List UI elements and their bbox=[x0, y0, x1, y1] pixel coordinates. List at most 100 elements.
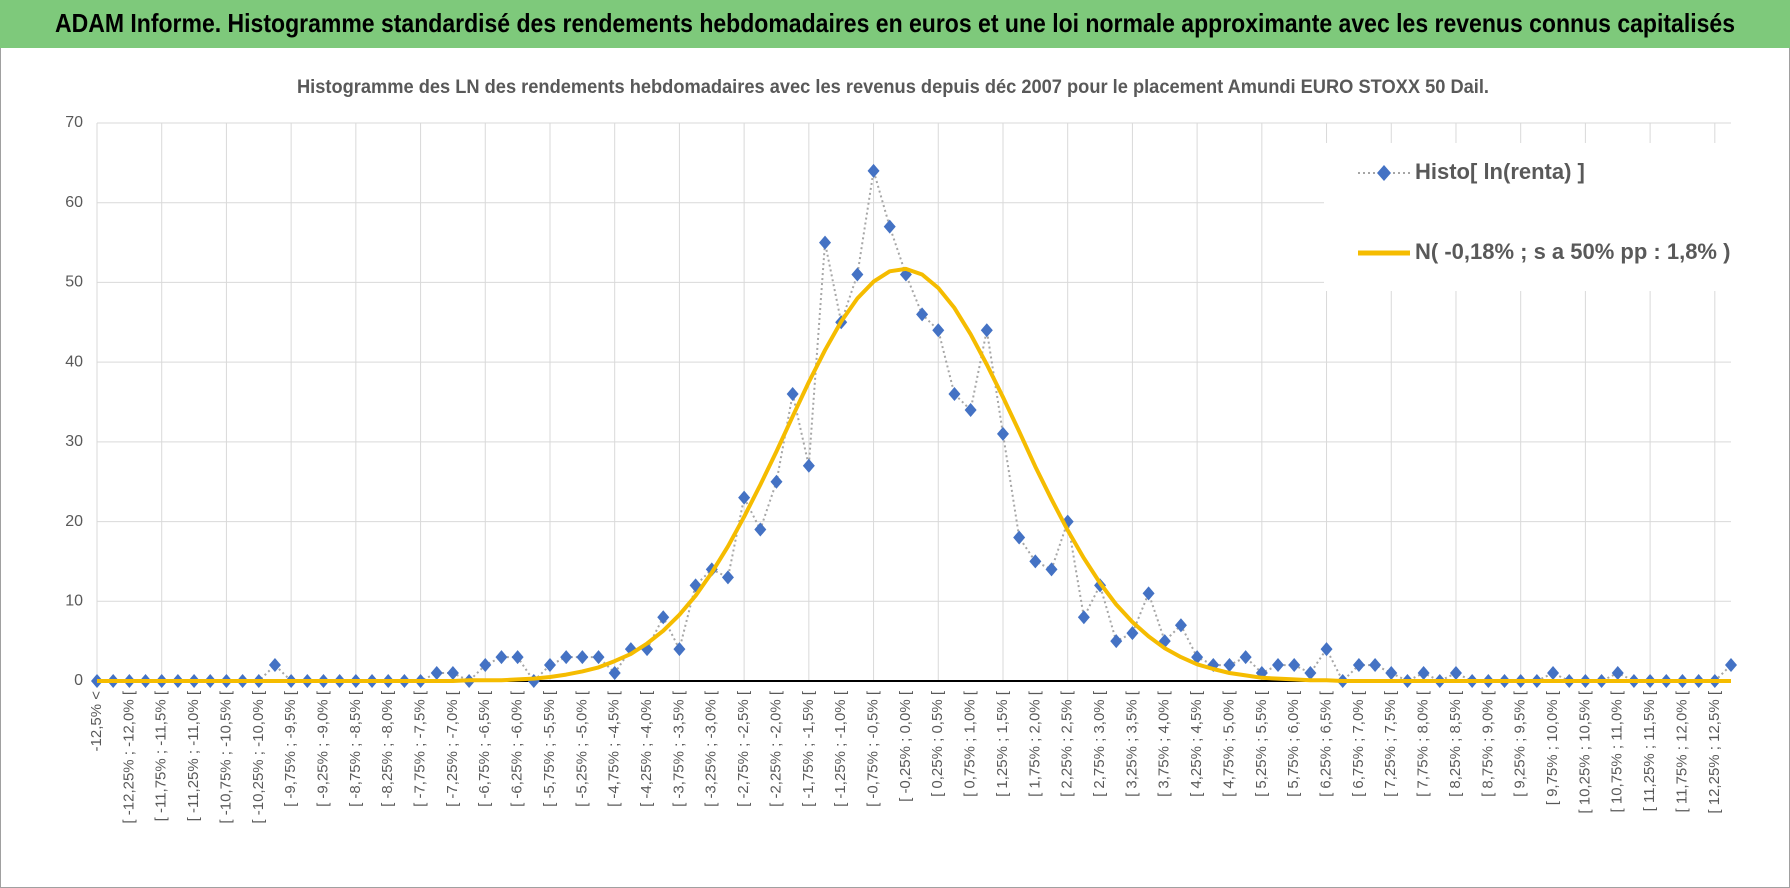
header-band bbox=[0, 0, 1790, 48]
legend-swatch bbox=[1377, 165, 1391, 181]
legend-box bbox=[1324, 143, 1736, 291]
x-tick-label: [ -1,25% ; -1,0% [ bbox=[832, 690, 849, 807]
data-point bbox=[543, 658, 556, 673]
data-point bbox=[770, 474, 783, 489]
x-tick-label: [ -8,75% ; -8,5% [ bbox=[347, 690, 364, 807]
x-tick-label: [ -3,75% ; -3,5% [ bbox=[670, 690, 687, 807]
y-tick-label: 60 bbox=[65, 194, 83, 211]
data-point bbox=[819, 235, 832, 250]
x-tick-label: [ -11,25% ; -11,0% [ bbox=[185, 690, 202, 821]
data-point bbox=[1126, 626, 1139, 641]
data-point bbox=[802, 458, 815, 473]
x-tick-label: [ -1,75% ; -1,5% [ bbox=[800, 690, 817, 807]
data-point bbox=[673, 642, 686, 657]
y-tick-label: 70 bbox=[65, 114, 83, 131]
y-tick-label: 50 bbox=[65, 274, 83, 291]
data-point bbox=[1174, 618, 1187, 633]
y-tick-label: 0 bbox=[74, 672, 83, 689]
x-tick-label: [ -9,75% ; -9,5% [ bbox=[282, 690, 299, 807]
data-point bbox=[1725, 658, 1737, 673]
data-point bbox=[1045, 562, 1058, 577]
x-tick-label: [ -9,25% ; -9,0% [ bbox=[314, 690, 331, 807]
x-tick-label: [ 8,75% ; 9,0% [ bbox=[1479, 690, 1496, 797]
chart-subtitle: Histogramme des LN des rendements hebdom… bbox=[297, 77, 1489, 98]
y-tick-label: 30 bbox=[65, 433, 83, 450]
data-point bbox=[1385, 666, 1398, 681]
x-tick-label: [ 4,75% ; 5,0% [ bbox=[1220, 690, 1237, 797]
data-point bbox=[1013, 530, 1026, 545]
legend-label: N( -0,18% ; s a 50% pp : 1,8% ) bbox=[1415, 239, 1730, 264]
x-tick-label: [ -7,75% ; -7,5% [ bbox=[412, 690, 429, 807]
x-tick-label: [ -0,25% ; 0,0% [ bbox=[897, 690, 914, 802]
x-tick-label: [ 7,25% ; 7,5% [ bbox=[1382, 690, 1399, 797]
data-point bbox=[932, 323, 945, 338]
x-tick-label: [ -2,25% ; -2,0% [ bbox=[767, 690, 784, 807]
x-tick-label: [ -10,75% ; -10,5% [ bbox=[217, 690, 234, 823]
data-point bbox=[980, 323, 993, 338]
data-point bbox=[1077, 610, 1090, 625]
x-tick-label: -12,5% < bbox=[88, 691, 105, 752]
data-point bbox=[608, 666, 621, 681]
data-point bbox=[1611, 666, 1624, 681]
data-point bbox=[576, 650, 589, 665]
x-tick-label: [ 6,75% ; 7,0% [ bbox=[1350, 690, 1367, 797]
data-point bbox=[964, 402, 977, 417]
data-point bbox=[1223, 658, 1236, 673]
y-tick-label: 10 bbox=[65, 593, 83, 610]
x-tick-label: [ -0,75% ; -0,5% [ bbox=[865, 690, 882, 807]
data-point bbox=[786, 387, 799, 402]
y-tick-label: 20 bbox=[65, 513, 83, 530]
data-point bbox=[479, 658, 492, 673]
data-point bbox=[948, 387, 961, 402]
data-point bbox=[1417, 666, 1430, 681]
legend-label: Histo[ ln(renta) ] bbox=[1415, 159, 1585, 184]
header-title: ADAM Informe. Histogramme standardisé de… bbox=[55, 8, 1735, 38]
data-point bbox=[592, 650, 605, 665]
x-tick-label: [ 4,25% ; 4,5% [ bbox=[1188, 690, 1205, 797]
x-tick-label: [ -6,75% ; -6,5% [ bbox=[476, 690, 493, 807]
x-tick-label: [ -5,25% ; -5,0% [ bbox=[573, 690, 590, 807]
x-tick-label: [ -10,25% ; -10,0% [ bbox=[250, 690, 267, 823]
data-point bbox=[721, 570, 734, 585]
data-point bbox=[560, 650, 573, 665]
data-point bbox=[754, 522, 767, 537]
x-tick-label: [ -12,25% ; -12,0% [ bbox=[120, 690, 137, 823]
x-tick-label: [ 12,25% ; 12,5% [ bbox=[1706, 690, 1723, 813]
x-tick-label: [ -8,25% ; -8,0% [ bbox=[379, 690, 396, 807]
data-point bbox=[1029, 554, 1042, 569]
x-tick-label: [ 10,25% ; 10,5% [ bbox=[1576, 690, 1593, 813]
x-tick-label: [ -5,75% ; -5,5% [ bbox=[541, 690, 558, 807]
data-point bbox=[1352, 658, 1365, 673]
data-point bbox=[1110, 634, 1123, 649]
x-tick-label: [ 0,75% ; 1,0% [ bbox=[962, 690, 979, 797]
data-point bbox=[1288, 658, 1301, 673]
x-tick-label: [ 7,75% ; 8,0% [ bbox=[1415, 690, 1432, 797]
x-tick-label: [ -4,25% ; -4,0% [ bbox=[638, 690, 655, 807]
data-point bbox=[657, 610, 670, 625]
x-tick-label: [ -6,25% ; -6,0% [ bbox=[509, 690, 526, 807]
x-tick-label: [ -2,75% ; -2,5% [ bbox=[735, 690, 752, 807]
y-tick-label: 40 bbox=[65, 353, 83, 370]
data-point bbox=[511, 650, 524, 665]
x-tick-label: [ 9,25% ; 9,5% [ bbox=[1512, 690, 1529, 797]
x-tick-label: [ 1,25% ; 1,5% [ bbox=[994, 690, 1011, 797]
data-point bbox=[1320, 642, 1333, 657]
x-tick-label: [ -7,25% ; -7,0% [ bbox=[444, 690, 461, 807]
data-point bbox=[883, 219, 896, 234]
data-point bbox=[1142, 586, 1155, 601]
data-point bbox=[1191, 650, 1204, 665]
data-point bbox=[1272, 658, 1285, 673]
x-tick-label: [ 6,25% ; 6,5% [ bbox=[1318, 690, 1335, 797]
x-tick-label: [ 8,25% ; 8,5% [ bbox=[1447, 690, 1464, 797]
x-tick-label: [ -11,75% ; -11,5% [ bbox=[153, 690, 170, 821]
x-tick-label: [ 2,75% ; 3,0% [ bbox=[1091, 690, 1108, 797]
x-tick-label: [ 5,25% ; 5,5% [ bbox=[1253, 690, 1270, 797]
x-tick-label: [ 2,25% ; 2,5% [ bbox=[1059, 690, 1076, 797]
x-tick-label: [ 0,25% ; 0,5% [ bbox=[929, 690, 946, 797]
x-tick-label: [ 11,75% ; 12,0% [ bbox=[1673, 690, 1690, 812]
x-tick-label: [ -4,75% ; -4,5% [ bbox=[606, 690, 623, 807]
data-point bbox=[738, 490, 751, 505]
data-point bbox=[996, 426, 1009, 441]
